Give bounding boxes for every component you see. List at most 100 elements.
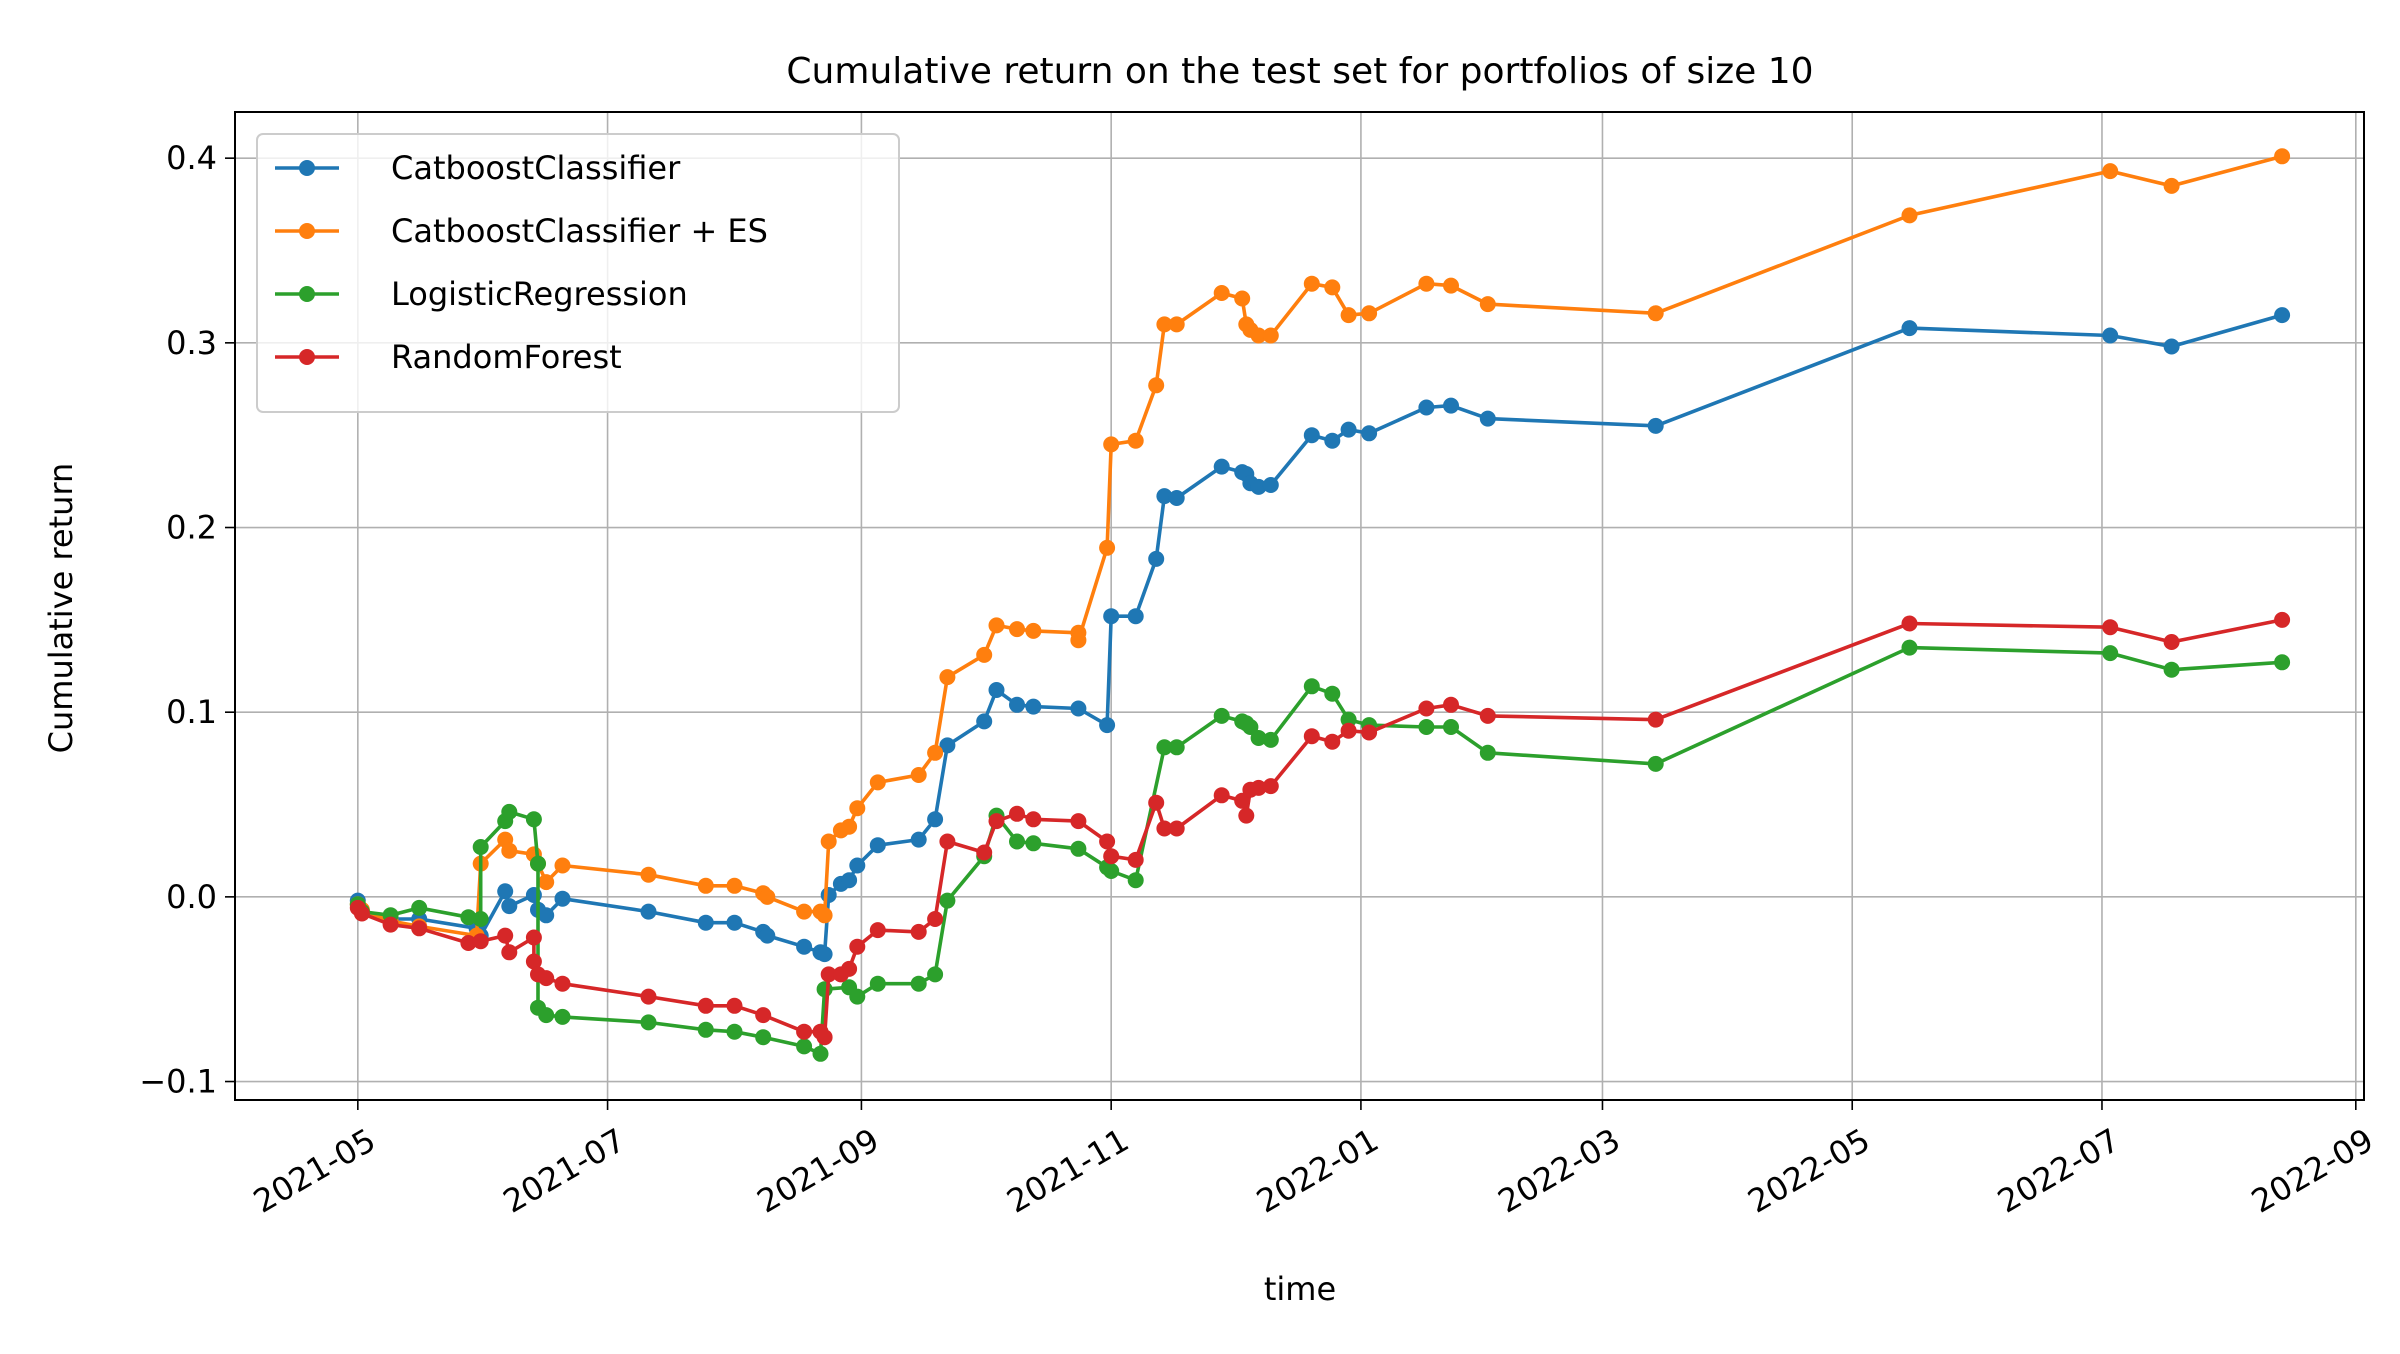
legend-item: CatboostClassifier (275, 149, 681, 187)
data-point (820, 833, 837, 850)
x-axis-label: time (1264, 1270, 1336, 1308)
data-point (759, 927, 776, 944)
data-point (927, 744, 944, 761)
data-point (1025, 622, 1042, 639)
data-point (1901, 615, 1918, 632)
data-point (869, 922, 886, 939)
data-point (2102, 645, 2119, 662)
data-point (1009, 621, 1025, 638)
data-point (2274, 611, 2291, 628)
legend-marker-swatch (299, 349, 315, 365)
data-point (1025, 698, 1042, 715)
legend-label: RandomForest (391, 338, 622, 376)
data-point (1324, 432, 1341, 449)
data-point (1418, 700, 1435, 717)
data-point (1250, 730, 1267, 746)
chart-title: Cumulative return on the test set for po… (786, 51, 1813, 92)
data-point (988, 682, 1005, 698)
data-point (910, 975, 927, 992)
data-point (1418, 399, 1435, 416)
data-point (697, 914, 714, 931)
data-point (411, 899, 428, 916)
data-point (1168, 316, 1185, 333)
data-point (1156, 739, 1173, 756)
data-point (538, 970, 555, 987)
data-point (697, 1021, 714, 1038)
y-tick-label: 0.3 (166, 324, 217, 362)
data-point (1340, 421, 1357, 438)
data-point (1901, 207, 1918, 224)
data-point (1070, 632, 1087, 649)
data-point (697, 877, 714, 894)
data-point (849, 938, 866, 955)
data-point (1148, 794, 1165, 811)
y-tick-label: 0.0 (166, 878, 217, 916)
data-point (538, 874, 555, 891)
data-point (910, 767, 927, 783)
data-point (1262, 327, 1279, 344)
data-point (939, 737, 956, 754)
data-point (816, 907, 833, 924)
data-point (1168, 490, 1185, 506)
data-point (1234, 290, 1251, 307)
data-point (640, 1014, 657, 1031)
data-point (759, 888, 776, 905)
data-point (1213, 707, 1230, 724)
data-point (1127, 872, 1144, 889)
data-point (1443, 719, 1459, 735)
data-point (910, 831, 927, 848)
data-point (1303, 275, 1320, 292)
data-point (869, 975, 886, 992)
legend-item: LogisticRegression (275, 275, 688, 313)
legend-label: CatboostClassifier (391, 149, 681, 187)
data-point (2274, 307, 2291, 324)
data-point (1443, 397, 1459, 414)
data-point (1103, 848, 1120, 865)
data-point (1901, 639, 1918, 656)
data-point (501, 803, 518, 820)
data-point (1009, 805, 1025, 822)
data-point (472, 933, 489, 950)
data-point (1168, 739, 1185, 756)
y-tick-label: 0.1 (166, 693, 217, 731)
data-point (939, 669, 956, 686)
data-point (726, 877, 743, 894)
data-point (1168, 820, 1185, 837)
data-point (1647, 305, 1664, 322)
y-axis-label: Cumulative return (42, 463, 80, 754)
data-point (1324, 279, 1341, 296)
data-point (755, 1007, 772, 1024)
data-point (816, 981, 833, 998)
data-point (1262, 778, 1279, 795)
data-point (2163, 661, 2180, 678)
data-point (1127, 432, 1144, 449)
data-point (1148, 377, 1165, 394)
data-point (1303, 427, 1320, 444)
data-point (1025, 811, 1042, 828)
data-point (939, 892, 956, 909)
data-point (1418, 275, 1435, 292)
data-point (910, 923, 927, 940)
data-point (1009, 833, 1025, 850)
data-point (796, 938, 813, 955)
data-point (755, 1029, 772, 1046)
data-point (525, 953, 542, 970)
data-point (1303, 678, 1320, 695)
y-tick-label: 0.2 (166, 509, 217, 547)
data-point (1361, 724, 1378, 741)
data-point (382, 916, 399, 933)
data-point (2102, 619, 2119, 636)
data-point (1479, 707, 1496, 724)
series-randomforest (349, 611, 2291, 1046)
data-point (2102, 163, 2119, 180)
legend: CatboostClassifier CatboostClassifier + E… (256, 133, 900, 413)
data-point (1103, 436, 1120, 453)
data-point (460, 935, 477, 951)
data-point (1156, 488, 1173, 505)
data-point (1238, 807, 1255, 824)
data-point (411, 920, 428, 937)
data-point (1148, 550, 1165, 567)
data-point (869, 837, 886, 854)
data-point (1303, 728, 1320, 745)
